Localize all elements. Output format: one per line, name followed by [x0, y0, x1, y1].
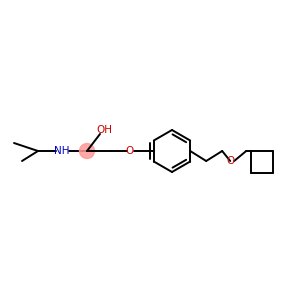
Text: NH: NH [54, 146, 70, 156]
Text: O: O [226, 156, 234, 166]
Circle shape [80, 143, 94, 158]
Text: OH: OH [96, 125, 112, 135]
Text: O: O [126, 146, 134, 156]
